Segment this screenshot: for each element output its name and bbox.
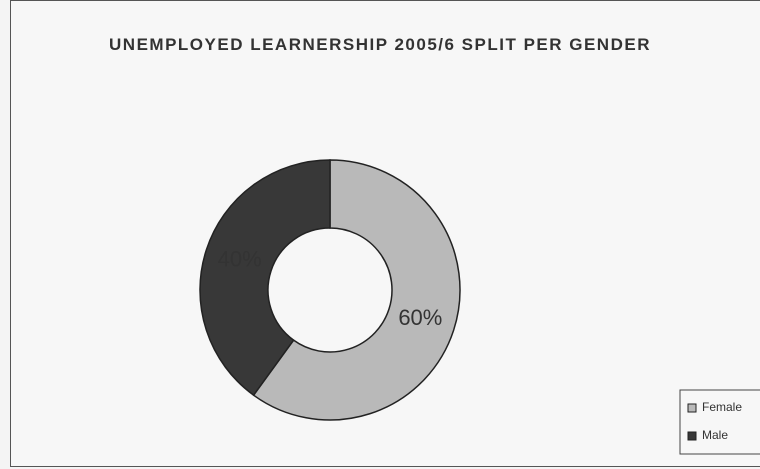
legend-swatch: [687, 431, 697, 441]
legend-swatch: [687, 403, 697, 413]
data-label: 60%: [398, 305, 442, 330]
legend-box: [679, 389, 760, 455]
chart-title: UNEMPLOYED LEARNERSHIP 2005/6 SPLIT PER …: [109, 35, 651, 54]
donut-slice: [252, 159, 461, 421]
legend-label: Female: [702, 400, 742, 414]
legend-label: Male: [702, 428, 728, 442]
donut-slice: [199, 159, 331, 397]
data-label: 40%: [218, 246, 262, 271]
